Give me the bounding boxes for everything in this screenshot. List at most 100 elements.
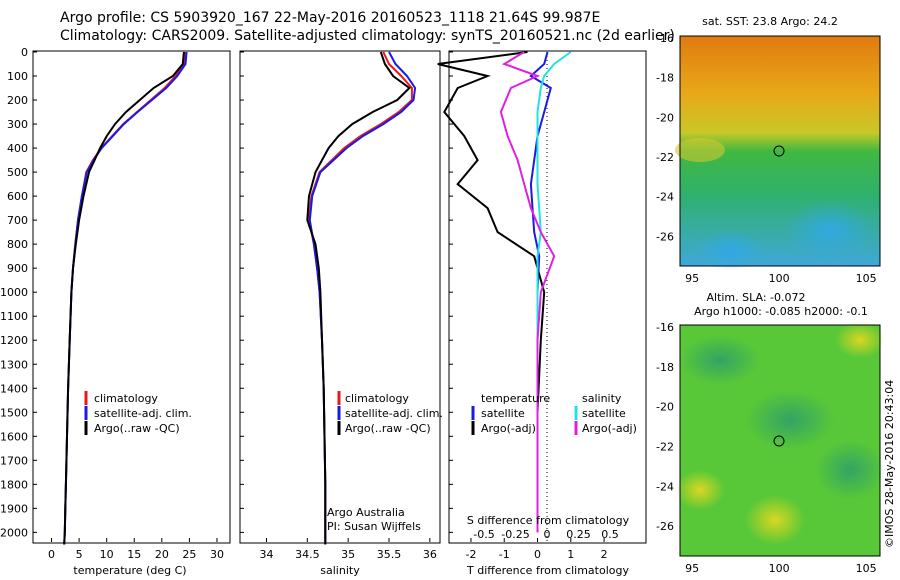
s-tick-label: -0.5 (473, 528, 494, 541)
x-tick-label: 36 (423, 548, 437, 561)
legend-label: satellite-adj. clim. (94, 407, 192, 420)
depth-tick-label: 100 (7, 70, 28, 83)
x-tick-label: 20 (155, 548, 169, 561)
series-line-temperature-argo-adj- (437, 51, 546, 533)
x-tick-label: 10 (100, 548, 114, 561)
legend-title-salinity: salinity (582, 392, 622, 405)
s-tick-label: -0.25 (501, 528, 529, 541)
depth-tick-label: 1400 (0, 382, 28, 395)
temperature-legend: climatology satellite-adj. clim. Argo(..… (84, 391, 192, 435)
series-line-salinity-argo-adj- (499, 51, 556, 533)
depth-tick-label: 200 (7, 94, 28, 107)
depth-tick-label: 500 (7, 166, 28, 179)
x-tick-label: -2 (465, 548, 476, 561)
lon-tick-label: 105 (856, 562, 877, 575)
sla-high-patch (835, 322, 885, 358)
legend-label: satellite (481, 407, 525, 420)
sla-y-ticks: -16 -18 -20 -22 -24 -26 (656, 321, 674, 533)
legend-label: climatology (94, 392, 158, 405)
temperature-series (63, 51, 188, 545)
series-line-satellite-adj-clim- (63, 51, 188, 545)
depth-tick-label: 1500 (0, 406, 28, 419)
s-tick-label: 0.5 (601, 528, 619, 541)
x-tick-label: 34 (260, 548, 274, 561)
salinity-panel-frame (239, 50, 441, 544)
s-tick-label: 0.25 (566, 528, 591, 541)
x-tick-label: 35 (341, 548, 355, 561)
depth-axis: 0 100 200 300 400 500 600 700 800 900 1000 1100 1200… (0, 46, 453, 539)
x-tick-label: 15 (127, 548, 141, 561)
s-difference-ticks: -0.5 -0.25 0 0.25 0.5 (473, 528, 618, 541)
depth-tick-label: 600 (7, 190, 28, 203)
difference-legend: temperature satellite Argo(-adj) salinit… (471, 392, 637, 435)
legend-label: Argo(-adj) (481, 422, 536, 435)
lat-tick-label: -26 (656, 230, 674, 243)
difference-series (437, 51, 572, 533)
temperature-x-label: temperature (deg C) (73, 564, 186, 577)
lon-tick-label: 100 (769, 562, 790, 575)
lat-tick-label: -22 (656, 440, 674, 453)
depth-tick-label: 1100 (0, 310, 28, 323)
sst-map (675, 35, 881, 270)
depth-tick-label: 0 (21, 46, 28, 59)
sst-map-title: sat. SST: 23.8 Argo: 24.2 (702, 15, 838, 28)
depth-tick-label: 700 (7, 214, 28, 227)
sst-x-ticks: 95 100 105 (685, 272, 876, 285)
series-line-argo-raw-qc- (63, 51, 185, 545)
salinity-legend: climatology satellite-adj. clim. Argo(..… (337, 391, 443, 435)
temperature-panel-frame (32, 50, 231, 544)
sla-high-patch (745, 495, 805, 545)
salinity-x-ticks: 34 34.5 35 35.5 36 (260, 538, 437, 561)
lat-tick-label: -16 (656, 32, 674, 45)
s-tick-label: 0 (544, 528, 551, 541)
legend-label: climatology (345, 392, 409, 405)
depth-tick-label: 1800 (0, 478, 28, 491)
depth-tick-label: 1000 (0, 286, 28, 299)
sla-map-title-line1: Altim. SLA: -0.072 (706, 291, 805, 304)
sla-high-patch (675, 470, 725, 510)
lon-tick-label: 95 (685, 562, 699, 575)
lat-tick-label: -26 (656, 520, 674, 533)
lat-tick-label: -24 (656, 191, 674, 204)
difference-x-ticks: -2 -1 0 1 2 (465, 538, 608, 561)
legend-label: satellite (582, 407, 626, 420)
legend-title-temperature: temperature (481, 392, 550, 405)
salinity-series (306, 51, 417, 545)
sla-low-patch (680, 335, 760, 385)
legend-label: Argo(..raw -QC) (345, 422, 431, 435)
depth-tick-label: 300 (7, 118, 28, 131)
chart-title-line1: Argo profile: CS 5903920_167 22-May-2016… (60, 10, 601, 26)
sla-map-title-line2: Argo h1000: -0.085 h2000: -0.1 (694, 305, 868, 318)
x-tick-label: 34.5 (295, 548, 320, 561)
depth-tick-label: 1600 (0, 430, 28, 443)
depth-tick-label: 2000 (0, 526, 28, 539)
lat-tick-label: -20 (656, 111, 674, 124)
series-line-climatology (63, 51, 186, 545)
sst-warm-patch (675, 138, 725, 162)
sla-map (675, 322, 885, 557)
series-line-salinity-satellite (536, 51, 572, 533)
salinity-x-label: salinity (320, 564, 360, 577)
side-credit: ©IMOS 28-May-2016 20:43:04 (883, 380, 896, 548)
argo-location-marker (773, 145, 785, 157)
lat-tick-label: -18 (656, 72, 674, 85)
legend-label: satellite-adj. clim. (345, 407, 443, 420)
t-difference-label: T difference from climatology (466, 564, 629, 577)
depth-tick-label: 800 (7, 238, 28, 251)
x-tick-label: 1 (567, 548, 574, 561)
s-difference-label: S difference from climatology (467, 514, 630, 527)
depth-tick-label: 1700 (0, 454, 28, 467)
sla-x-ticks: 95 100 105 (685, 562, 876, 575)
depth-tick-label: 900 (7, 262, 28, 275)
lat-tick-label: -16 (656, 321, 674, 334)
x-tick-label: 2 (601, 548, 608, 561)
x-tick-label: 30 (210, 548, 224, 561)
x-tick-label: 35.5 (377, 548, 402, 561)
sla-low-patch (745, 390, 835, 450)
difference-panel-frame (448, 50, 647, 544)
credit-pi: PI: Susan Wijffels (327, 520, 421, 533)
lat-tick-label: -20 (656, 401, 674, 414)
x-tick-label: -1 (499, 548, 510, 561)
depth-tick-label: 1900 (0, 502, 28, 515)
x-tick-label: 0 (534, 548, 541, 561)
